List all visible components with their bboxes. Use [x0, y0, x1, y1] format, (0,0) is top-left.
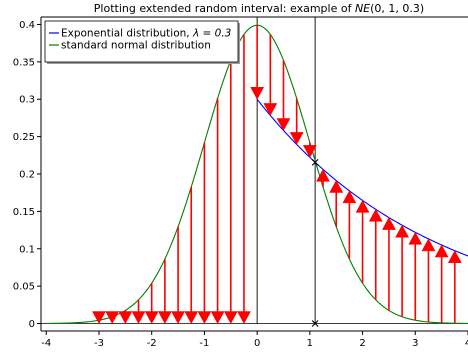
- y-tick-label: 0.1: [19, 244, 35, 255]
- x-marker: [311, 158, 319, 166]
- arrow-normal-to-exponential-head: [302, 145, 317, 158]
- chart-title-prefix: Plotting extended random interval: examp…: [94, 2, 355, 15]
- legend-label: standard normal distribution: [61, 40, 211, 52]
- arrow-normal-to-exponential-head: [382, 217, 396, 230]
- legend-label: Exponential distribution, λ = 0.3: [61, 28, 231, 40]
- chart-title-args: (0, 1, 0.3): [370, 2, 424, 15]
- y-tick-label: 0.3: [19, 95, 35, 106]
- arrow-normal-to-zero-head: [210, 311, 225, 325]
- arrow-normal-to-zero-head: [131, 311, 146, 325]
- legend-label-text: standard normal distribution: [61, 40, 211, 52]
- y-tick-label: 0.4: [19, 20, 35, 31]
- x-tick-label: 1: [307, 338, 313, 349]
- arrow-normal-to-exponential-head: [250, 86, 265, 100]
- arrow-normal-to-zero-head: [92, 311, 106, 325]
- arrow-normal-to-exponential-head: [421, 238, 436, 252]
- x-tick-label: 3: [412, 338, 418, 349]
- chart-title-math: NE: [355, 2, 370, 15]
- y-tick-label: 0.2: [19, 170, 35, 181]
- arrow-normal-to-zero-head: [118, 311, 133, 325]
- legend-label-text: Exponential distribution,: [61, 28, 193, 40]
- arrow-normal-to-zero-head: [144, 311, 159, 325]
- arrow-normal-to-zero-head: [237, 311, 251, 325]
- arrow-normal-to-zero-head: [184, 311, 199, 325]
- arrow-normal-to-exponential-head: [368, 208, 383, 222]
- x-tick-label: 0: [254, 338, 260, 349]
- arrow-normal-to-zero-head: [171, 311, 185, 325]
- x-tick-label: -2: [147, 338, 157, 349]
- legend-box: [44, 20, 239, 63]
- arrow-normal-to-exponential-head: [355, 199, 370, 213]
- arrow-normal-to-exponential-head: [329, 179, 344, 193]
- arrow-normal-to-exponential-head: [289, 132, 304, 145]
- arrow-normal-to-exponential-head: [263, 103, 278, 116]
- y-tick-label: 0.15: [13, 207, 35, 218]
- plot-area: -4 -3 -2 -1 0 1 2 3 4 0 0.05 0.1 0.15 0.2 0.25 0.3 0.35 0…: [13, 16, 468, 349]
- arrow-normal-to-exponential-head: [316, 168, 330, 182]
- y-tick-label: 0: [29, 319, 35, 330]
- x-tick-label: 2: [359, 338, 365, 349]
- y-tick-label: 0.25: [13, 132, 35, 143]
- arrow-normal-to-exponential-head: [395, 224, 410, 238]
- arrow-normal-to-exponential-head: [408, 231, 423, 245]
- x-marker: [311, 320, 319, 327]
- chart-title: Plotting extended random interval: examp…: [94, 2, 424, 15]
- legend-label-math: λ = 0.3: [192, 28, 231, 40]
- x-tick-label: 4: [465, 338, 468, 349]
- y-tick-label: 0.05: [13, 282, 35, 293]
- y-tick-label: 0.35: [13, 57, 35, 68]
- x-tick-label: -3: [94, 338, 104, 349]
- x-tick-label: -4: [41, 338, 51, 349]
- arrow-normal-to-exponential-head: [434, 244, 449, 258]
- arrow-normal-to-exponential-head: [276, 118, 291, 132]
- arrow-normal-to-zero-head: [105, 311, 120, 325]
- arrow-normal-to-zero-head: [157, 311, 172, 325]
- arrow-normal-to-zero-head: [197, 311, 212, 325]
- x-tick-label: -1: [199, 338, 209, 349]
- arrow-normal-to-zero-head: [223, 311, 238, 325]
- arrow-normal-to-exponential-head: [342, 190, 357, 204]
- arrow-normal-to-exponential-head: [447, 250, 462, 263]
